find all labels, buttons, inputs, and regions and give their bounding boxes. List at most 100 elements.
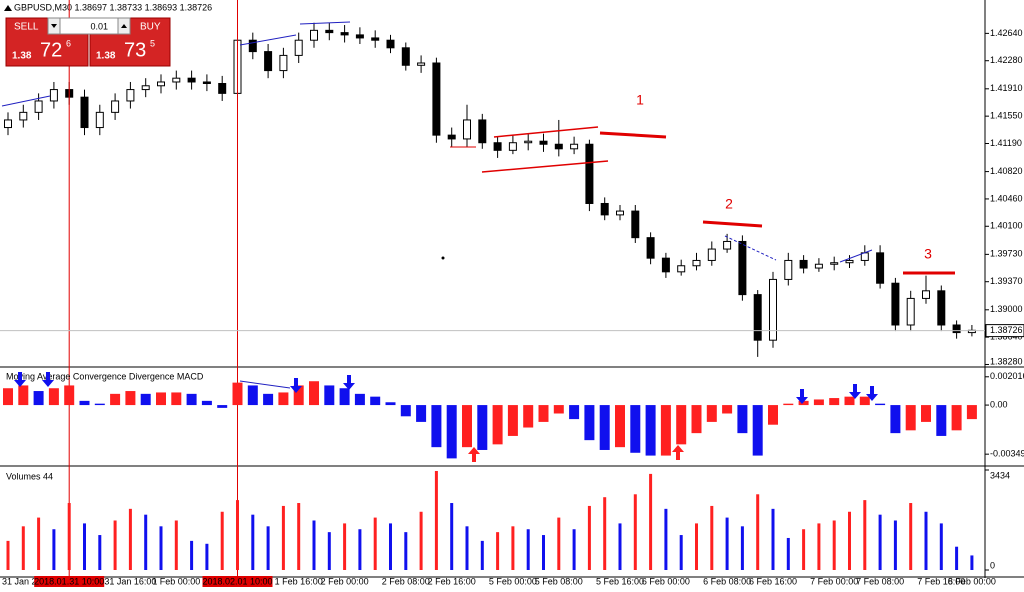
down-arrow [42,372,54,387]
y-tick-label: -0.003499 [990,449,1024,459]
candle-body [172,77,181,83]
macd-bar [354,393,365,406]
channel-line [481,160,609,173]
candle-body [845,259,854,264]
annotation: 2 [725,196,733,212]
candle-body [876,252,885,284]
volume-bar [557,517,561,570]
candle-body [95,111,104,129]
candle-body [325,29,334,34]
macd-bar [94,403,105,406]
signal-arrows [14,372,878,404]
candle-body [493,142,502,151]
volume-bar [633,494,637,570]
candle-body [187,77,196,83]
x-tick-label: 31 Jan 16:00 [104,576,156,586]
sell-frac: 6 [66,38,71,48]
x-tick-label: 5 Feb 16:00 [596,576,644,586]
y-tick-label: 1.39370 [990,276,1023,286]
up-icon [121,24,127,28]
volume-bar [220,511,224,570]
down-arrow [290,378,302,393]
one-click-trading: SELL BUY 0.01 1.38 72 6 1.38 73 5 [5,17,171,67]
candle-body [723,240,732,250]
candle-body [202,81,211,84]
volume-bar [740,526,744,570]
candle-body [463,119,471,140]
candle-body [264,51,273,72]
candle-body [218,82,227,94]
candle-body [554,143,563,150]
candle-body [19,111,28,121]
macd-bar [951,405,962,431]
candle-body [600,202,609,216]
macd-bar [875,403,886,406]
volume-bar [603,497,607,570]
candle-body [692,259,701,267]
volume-bar [404,532,408,570]
trend-line [839,249,873,263]
volume-bar [236,500,239,570]
macd-bar [813,399,824,406]
macd-bar [844,396,855,406]
candle-body [631,210,640,239]
macd-bar [156,392,166,406]
volume-bar [511,526,515,570]
volume-bar [21,526,25,570]
candle-body [508,142,517,151]
macd-bar [64,385,75,406]
volume-bar [434,470,438,570]
volume-bar [496,532,500,570]
volume-bar [190,540,194,570]
x-tick-label: 6 Feb 08:00 [703,576,751,586]
macd-bar [125,391,136,406]
candle-body [891,282,900,326]
volume-bar [419,511,423,570]
macd-bar [247,385,258,406]
candle-body [432,62,441,136]
volume-bar [771,508,775,570]
volume-bar [587,505,591,570]
macd-bar [140,393,151,406]
macd-bar [706,405,717,422]
down-arrow [14,372,26,387]
candle-body [248,39,257,53]
candle-body [830,262,839,265]
down-arrow [866,386,878,401]
macd-bar [691,405,702,434]
candle-body [80,96,89,129]
macd-bar [584,405,595,441]
macd-bar [859,396,870,406]
y-tick-label: 1.39000 [990,304,1023,314]
time-highlight [34,576,105,587]
sell-pips: 72 [40,39,62,61]
candle-body [279,54,288,72]
x-tick-label: 1 Feb 00:00 [152,576,200,586]
macd-bar [293,385,304,406]
macd-bar [722,405,733,414]
y-tick-label: 1.40100 [990,221,1023,231]
trend-line [299,21,351,25]
candle-body [417,62,426,66]
x-tick-label: 6 Feb 16:00 [749,576,797,586]
buy-frac: 5 [150,38,155,48]
collapse-icon[interactable] [4,5,12,11]
x-tick-label: 31 Jan 20 [2,576,42,586]
volume-bar [649,473,653,570]
volume-bar [664,508,668,570]
x-tick-label: 2 Feb 16:00 [428,576,476,586]
x-tick-label: 5 Feb 08:00 [535,576,583,586]
candle-body [34,100,43,113]
candle-body [906,297,915,326]
candle-body [371,37,380,41]
candle-body [937,290,946,326]
x-tick-label: 7 Feb 16:00 [917,576,965,586]
last-price-box [985,324,1024,338]
volume-bar [725,517,729,570]
candle-body [4,119,12,129]
volume-bar [618,523,622,570]
x-tick-label: 7 Feb 08:00 [856,576,904,586]
macd-bar [339,388,350,406]
up-arrow [468,447,480,462]
macd-bar [186,393,197,406]
